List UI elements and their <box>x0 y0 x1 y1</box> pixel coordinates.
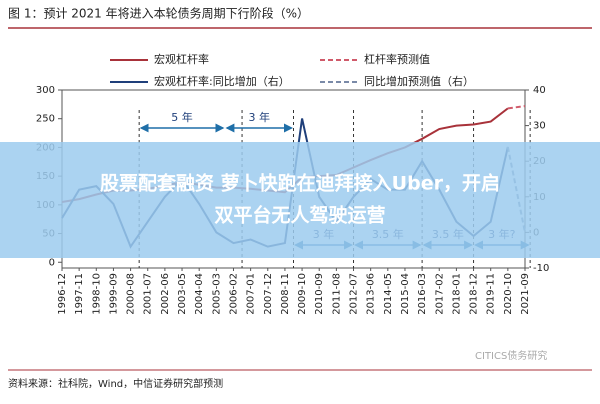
x-tick-label: 2012-07 <box>349 273 360 315</box>
headline: 股票配套融资 萝卜快跑在迪拜接入Uber，开启 <box>100 172 500 195</box>
x-tick-label: 2009-10 <box>297 273 308 315</box>
x-tick-label: 2007-12 <box>263 273 274 315</box>
headline-banner <box>0 142 600 258</box>
x-tick-label: 2021-09 <box>520 273 531 315</box>
x-tick-label: 1997-11 <box>74 273 85 315</box>
y-tick-label: 0 <box>49 257 55 268</box>
x-tick-label: 2007-01 <box>246 273 257 315</box>
x-tick-label: 2005-03 <box>211 273 222 315</box>
x-tick-label: 1996-12 <box>57 273 68 315</box>
legend-label: 宏观杠杆率 <box>154 52 209 66</box>
x-tick-label: 2011-08 <box>331 273 342 315</box>
x-tick-label: 2000-08 <box>126 273 137 315</box>
x-tick-label: 2015-04 <box>400 273 411 315</box>
legend-label: 杠杆率预测值 <box>364 52 430 66</box>
y2-tick-label: 40 <box>533 85 546 96</box>
x-tick-label: 2013-06 <box>366 273 377 315</box>
y2-tick-label: -10 <box>533 263 549 274</box>
x-tick-label: 2004-04 <box>194 273 205 315</box>
x-tick-label: 2016-03 <box>417 273 428 315</box>
x-tick-label: 2014-05 <box>383 273 394 315</box>
legend-label: 同比增加预测值（右） <box>364 74 474 88</box>
x-tick-label: 2001-07 <box>143 273 154 315</box>
x-tick-label: 2006-02 <box>228 273 239 315</box>
x-tick-label: 2018-01 <box>451 273 462 315</box>
x-tick-label: 2008-11 <box>280 273 291 315</box>
x-tick-label: 2018-12 <box>469 273 480 315</box>
y-tick-label: 300 <box>36 85 55 96</box>
watermark: CITICS债务研究 <box>475 349 547 362</box>
y-tick-label: 250 <box>36 114 55 125</box>
chart-title: 图 1：预计 2021 年将进入本轮债务周期下行阶段（%） <box>8 6 309 21</box>
annotation: 3 年 <box>248 110 270 124</box>
x-tick-label: 1999-09 <box>108 273 119 315</box>
x-tick-label: 2002-06 <box>160 273 171 315</box>
x-tick-label: 2003-05 <box>177 273 188 315</box>
annotation: 5 年 <box>171 110 193 124</box>
x-tick-label: 2019-11 <box>486 273 497 315</box>
legend-label: 宏观杠杆率:同比增加（右） <box>154 74 290 88</box>
headline: 双平台无人驾驶运营 <box>214 204 385 227</box>
x-tick-label: 2017-02 <box>434 273 445 315</box>
x-tick-label: 2010-09 <box>314 273 325 315</box>
y2-tick-label: 30 <box>533 121 546 132</box>
source: 资料来源：社科院，Wind，中信证券研究部预测 <box>8 377 223 390</box>
x-tick-label: 2020-10 <box>503 273 514 315</box>
series-line <box>507 105 526 110</box>
x-tick-label: 1998-10 <box>91 273 102 315</box>
